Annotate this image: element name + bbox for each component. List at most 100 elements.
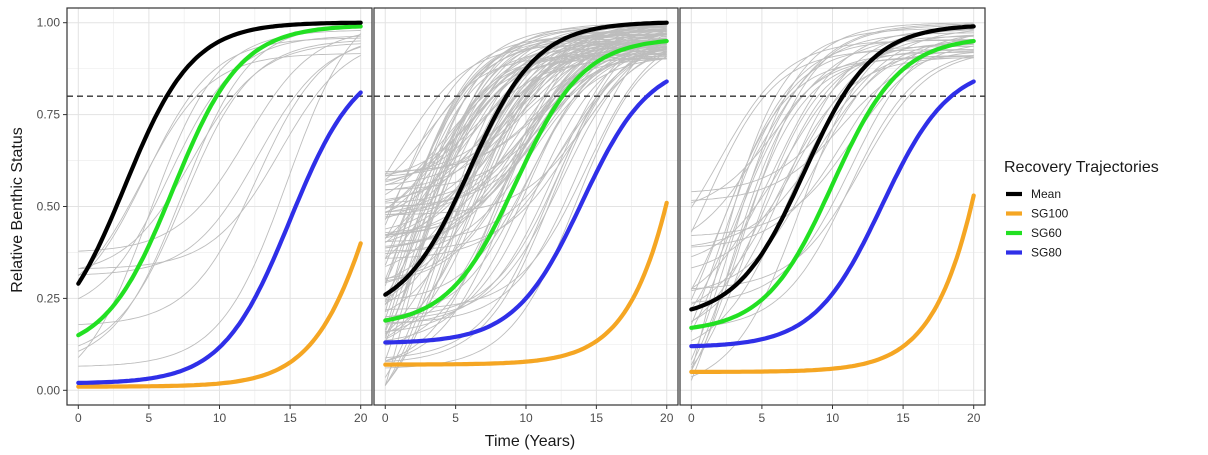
simulation-run-line — [385, 40, 667, 239]
simulation-run-line — [385, 25, 667, 243]
x-tick-label: 0 — [688, 411, 695, 425]
simulation-run-line — [690, 25, 974, 371]
simulation-run-line — [385, 32, 667, 325]
legend-label-sg60: SG60 — [1031, 226, 1062, 240]
x-tick-label: 15 — [896, 411, 910, 425]
simulation-run-line — [78, 45, 361, 326]
simulation-run-line — [385, 23, 667, 362]
simulation-run-line — [691, 45, 974, 236]
legend-title: Recovery Trajectories — [1004, 159, 1159, 176]
x-tick-label: 20 — [660, 411, 674, 425]
simulation-run-line — [691, 55, 974, 329]
simulation-run-line — [385, 39, 667, 210]
simulation-run-line — [78, 55, 361, 270]
x-tick-label: 10 — [213, 411, 227, 425]
x-tick-label: 20 — [354, 411, 368, 425]
x-tick-label: 5 — [759, 411, 766, 425]
x-tick-label: 5 — [452, 411, 459, 425]
x-tick-label: 10 — [519, 411, 533, 425]
series-line-sg80 — [689, 79, 976, 349]
simulation-run-line — [385, 45, 667, 234]
series-line-mean — [689, 24, 976, 312]
simulation-run-line — [691, 43, 974, 323]
x-tick-label: 5 — [146, 411, 153, 425]
x-tick-label: 20 — [967, 411, 981, 425]
series-line-sg60 — [383, 39, 669, 323]
panels-layer — [66, 7, 986, 406]
y-axis: 0.00 0.25 0.50 0.75 1.00 — [37, 16, 67, 397]
series-line-sg100 — [383, 200, 669, 367]
x-tick-label: 15 — [283, 411, 297, 425]
simulation-run-line — [690, 55, 974, 366]
y-tick-label: 0.50 — [37, 200, 61, 214]
simulation-run-line — [385, 41, 667, 177]
simulation-run-line — [78, 40, 361, 347]
y-axis-title: Relative Benthic Status — [9, 127, 26, 292]
x-axis-title: Time (Years) — [485, 433, 575, 450]
simulation-run-line — [385, 51, 667, 236]
simulation-run-line — [385, 50, 667, 310]
simulation-run-line — [384, 53, 667, 331]
simulation-run-line — [384, 54, 667, 220]
simulation-run-line — [691, 34, 974, 248]
x-axis: 0 5 10 15 20 0 5 10 15 20 0 5 10 15 20 — [75, 405, 981, 425]
simulation-run-line — [385, 50, 667, 320]
simulation-run-line — [385, 47, 667, 242]
simulation-run-line — [77, 53, 361, 277]
legend-label-sg80: SG80 — [1031, 246, 1062, 260]
x-tick-label: 10 — [826, 411, 840, 425]
x-tick-label: 0 — [75, 411, 82, 425]
simulation-run-line — [384, 30, 667, 378]
simulation-run-line — [385, 29, 667, 173]
series-line-sg80 — [383, 79, 669, 345]
simulation-run-line — [385, 45, 667, 359]
y-tick-label: 1.00 — [37, 16, 61, 30]
series-line-sg80 — [76, 90, 363, 385]
simulation-run-line — [78, 46, 361, 276]
series-line-mean — [76, 20, 363, 286]
simulation-run-line — [690, 22, 974, 360]
simulation-run-line — [384, 34, 667, 336]
series-line-sg60 — [689, 39, 976, 330]
y-tick-label: 0.75 — [37, 108, 61, 122]
simulation-run-line — [77, 30, 361, 358]
legend-label-sg100: SG100 — [1031, 207, 1069, 221]
legend-label-mean: Mean — [1031, 187, 1061, 201]
series-line-sg60 — [76, 24, 363, 338]
simulation-run-line — [385, 23, 667, 333]
simulation-run-line — [690, 55, 974, 332]
series-line-sg100 — [76, 241, 363, 389]
simulation-run-line — [385, 57, 667, 219]
simulation-run-line — [385, 23, 667, 213]
x-tick-label: 0 — [382, 411, 389, 425]
simulation-run-line — [384, 34, 667, 287]
simulation-run-line — [690, 28, 974, 372]
simulation-run-line — [78, 43, 361, 270]
series-line-sg100 — [689, 193, 976, 374]
simulation-run-line — [385, 38, 667, 279]
y-tick-label: 0.00 — [37, 383, 61, 397]
legend: Recovery Trajectories Mean SG100 SG60 SG80 — [1004, 159, 1159, 260]
simulation-run-line — [691, 23, 974, 231]
panel-2 — [373, 7, 679, 406]
simulation-run-line — [691, 39, 974, 292]
simulation-run-line — [78, 33, 362, 367]
simulation-run-line — [78, 34, 361, 252]
simulation-run-line — [690, 49, 974, 233]
y-tick-label: 0.25 — [37, 291, 61, 305]
x-tick-label: 15 — [590, 411, 604, 425]
simulation-run-line — [385, 28, 667, 216]
panel-3 — [679, 7, 986, 406]
simulation-run-line — [691, 35, 974, 204]
simulation-run-line — [385, 34, 667, 174]
simulation-run-line — [385, 30, 667, 317]
simulation-run-line — [385, 47, 667, 333]
simulation-run-line — [385, 48, 667, 235]
simulation-run-line — [690, 39, 974, 208]
series-line-mean — [383, 20, 669, 297]
panel-1 — [66, 7, 373, 406]
simulation-run-line — [690, 39, 974, 290]
simulation-run-line — [385, 52, 667, 252]
simulation-run-line — [78, 37, 361, 280]
